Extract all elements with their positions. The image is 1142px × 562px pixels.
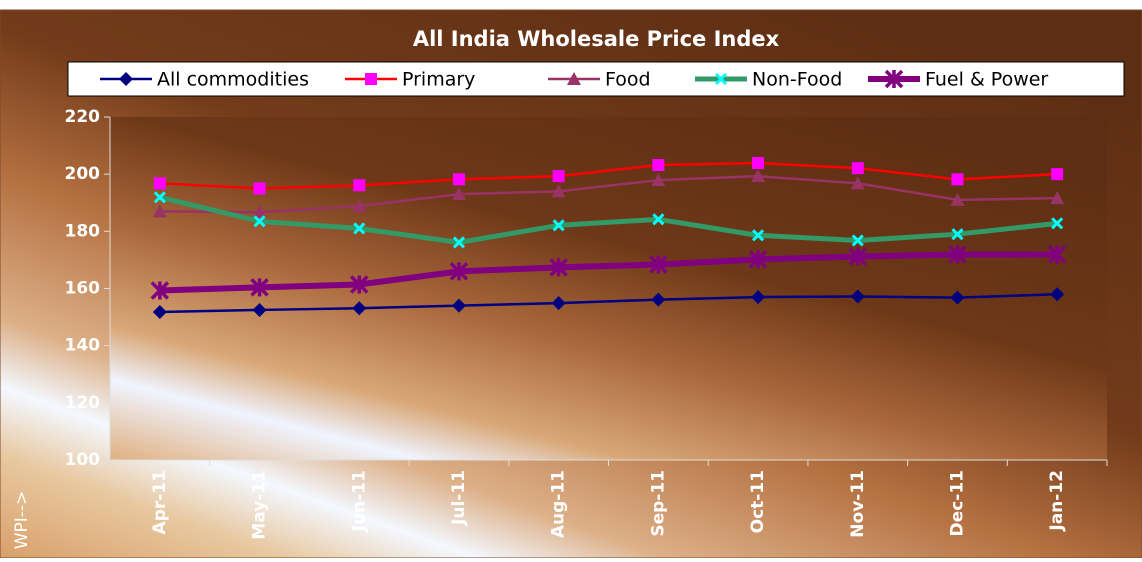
y-axis-label: WPI--> [12, 491, 32, 550]
x-tick-label: Oct-11 [748, 470, 768, 533]
data-point [752, 157, 765, 170]
data-point [1051, 168, 1064, 181]
data-point [451, 298, 466, 313]
data-point [751, 229, 765, 242]
legend-marker [119, 72, 133, 86]
y-tick-label: 160 [65, 279, 101, 299]
data-point [950, 192, 965, 206]
legend-label: Food [605, 69, 651, 91]
data-point [552, 170, 565, 183]
data-point [253, 182, 266, 195]
data-point [551, 296, 566, 311]
data-point [252, 205, 267, 219]
data-point [451, 187, 466, 201]
series-line [159, 251, 1058, 294]
data-point [951, 228, 964, 241]
y-tick-label: 220 [65, 107, 101, 127]
data-point [851, 234, 864, 247]
data-point [850, 289, 865, 304]
data-point [350, 275, 369, 294]
legend-marker [884, 69, 904, 89]
data-point [652, 159, 665, 172]
data-point [1050, 287, 1065, 302]
data-point [253, 215, 266, 228]
data-point [751, 290, 766, 305]
data-point [848, 247, 867, 266]
data-point [551, 184, 566, 198]
data-point [152, 204, 167, 218]
series-line [159, 292, 1058, 314]
x-tick-label: Jul-11 [449, 470, 469, 526]
data-point [352, 301, 367, 316]
y-tick-label: 100 [65, 450, 101, 470]
data-point [549, 258, 568, 277]
chart-title: All India Wholesale Price Index [413, 27, 780, 51]
x-tick-label: Apr-11 [150, 470, 170, 534]
legend-marker [567, 72, 581, 85]
legend-marker [714, 72, 728, 86]
data-point [452, 236, 466, 249]
x-tick-label: Sep-11 [648, 470, 668, 537]
y-tick-label: 200 [65, 164, 101, 184]
data-point [950, 290, 965, 305]
series-line [159, 161, 1058, 190]
y-tick-label: 120 [65, 393, 101, 413]
x-tick-label: Nov-11 [848, 470, 868, 538]
data-point [851, 162, 864, 175]
x-tick-label: Dec-11 [947, 470, 967, 536]
y-tick-label: 140 [65, 336, 101, 356]
data-point [150, 281, 170, 300]
legend-label: Non-Food [752, 69, 842, 91]
data-point [850, 176, 865, 190]
legend-label: Fuel & Power [925, 69, 1048, 91]
x-tick-label: Aug-11 [549, 470, 569, 538]
data-point [552, 219, 565, 232]
data-point [651, 173, 666, 187]
data-point [152, 304, 167, 319]
data-point [353, 179, 366, 192]
data-point [651, 292, 666, 307]
x-tick-label: Jan-12 [1047, 470, 1067, 532]
data-point [252, 302, 267, 317]
data-point [352, 199, 367, 213]
x-tick-label: Jun-11 [349, 470, 369, 532]
legend-marker [365, 73, 377, 85]
data-point [153, 177, 166, 190]
series-line [159, 194, 1058, 246]
data-point [751, 169, 766, 183]
y-tick-label: 180 [65, 221, 101, 241]
data-point [250, 278, 269, 297]
x-tick-label: May-11 [250, 470, 270, 540]
data-point [449, 262, 469, 281]
series-line [159, 174, 1058, 214]
data-point [452, 173, 465, 186]
data-point [951, 173, 964, 186]
data-point [1047, 245, 1067, 264]
data-point [153, 191, 166, 204]
data-point [353, 222, 366, 235]
legend-label: All commodities [157, 69, 309, 91]
data-point [948, 245, 967, 264]
legend-label: Primary [402, 69, 475, 91]
data-point [748, 250, 768, 269]
data-point [652, 213, 665, 226]
data-point [1050, 191, 1065, 205]
data-point [1051, 217, 1064, 230]
data-point [649, 255, 668, 274]
